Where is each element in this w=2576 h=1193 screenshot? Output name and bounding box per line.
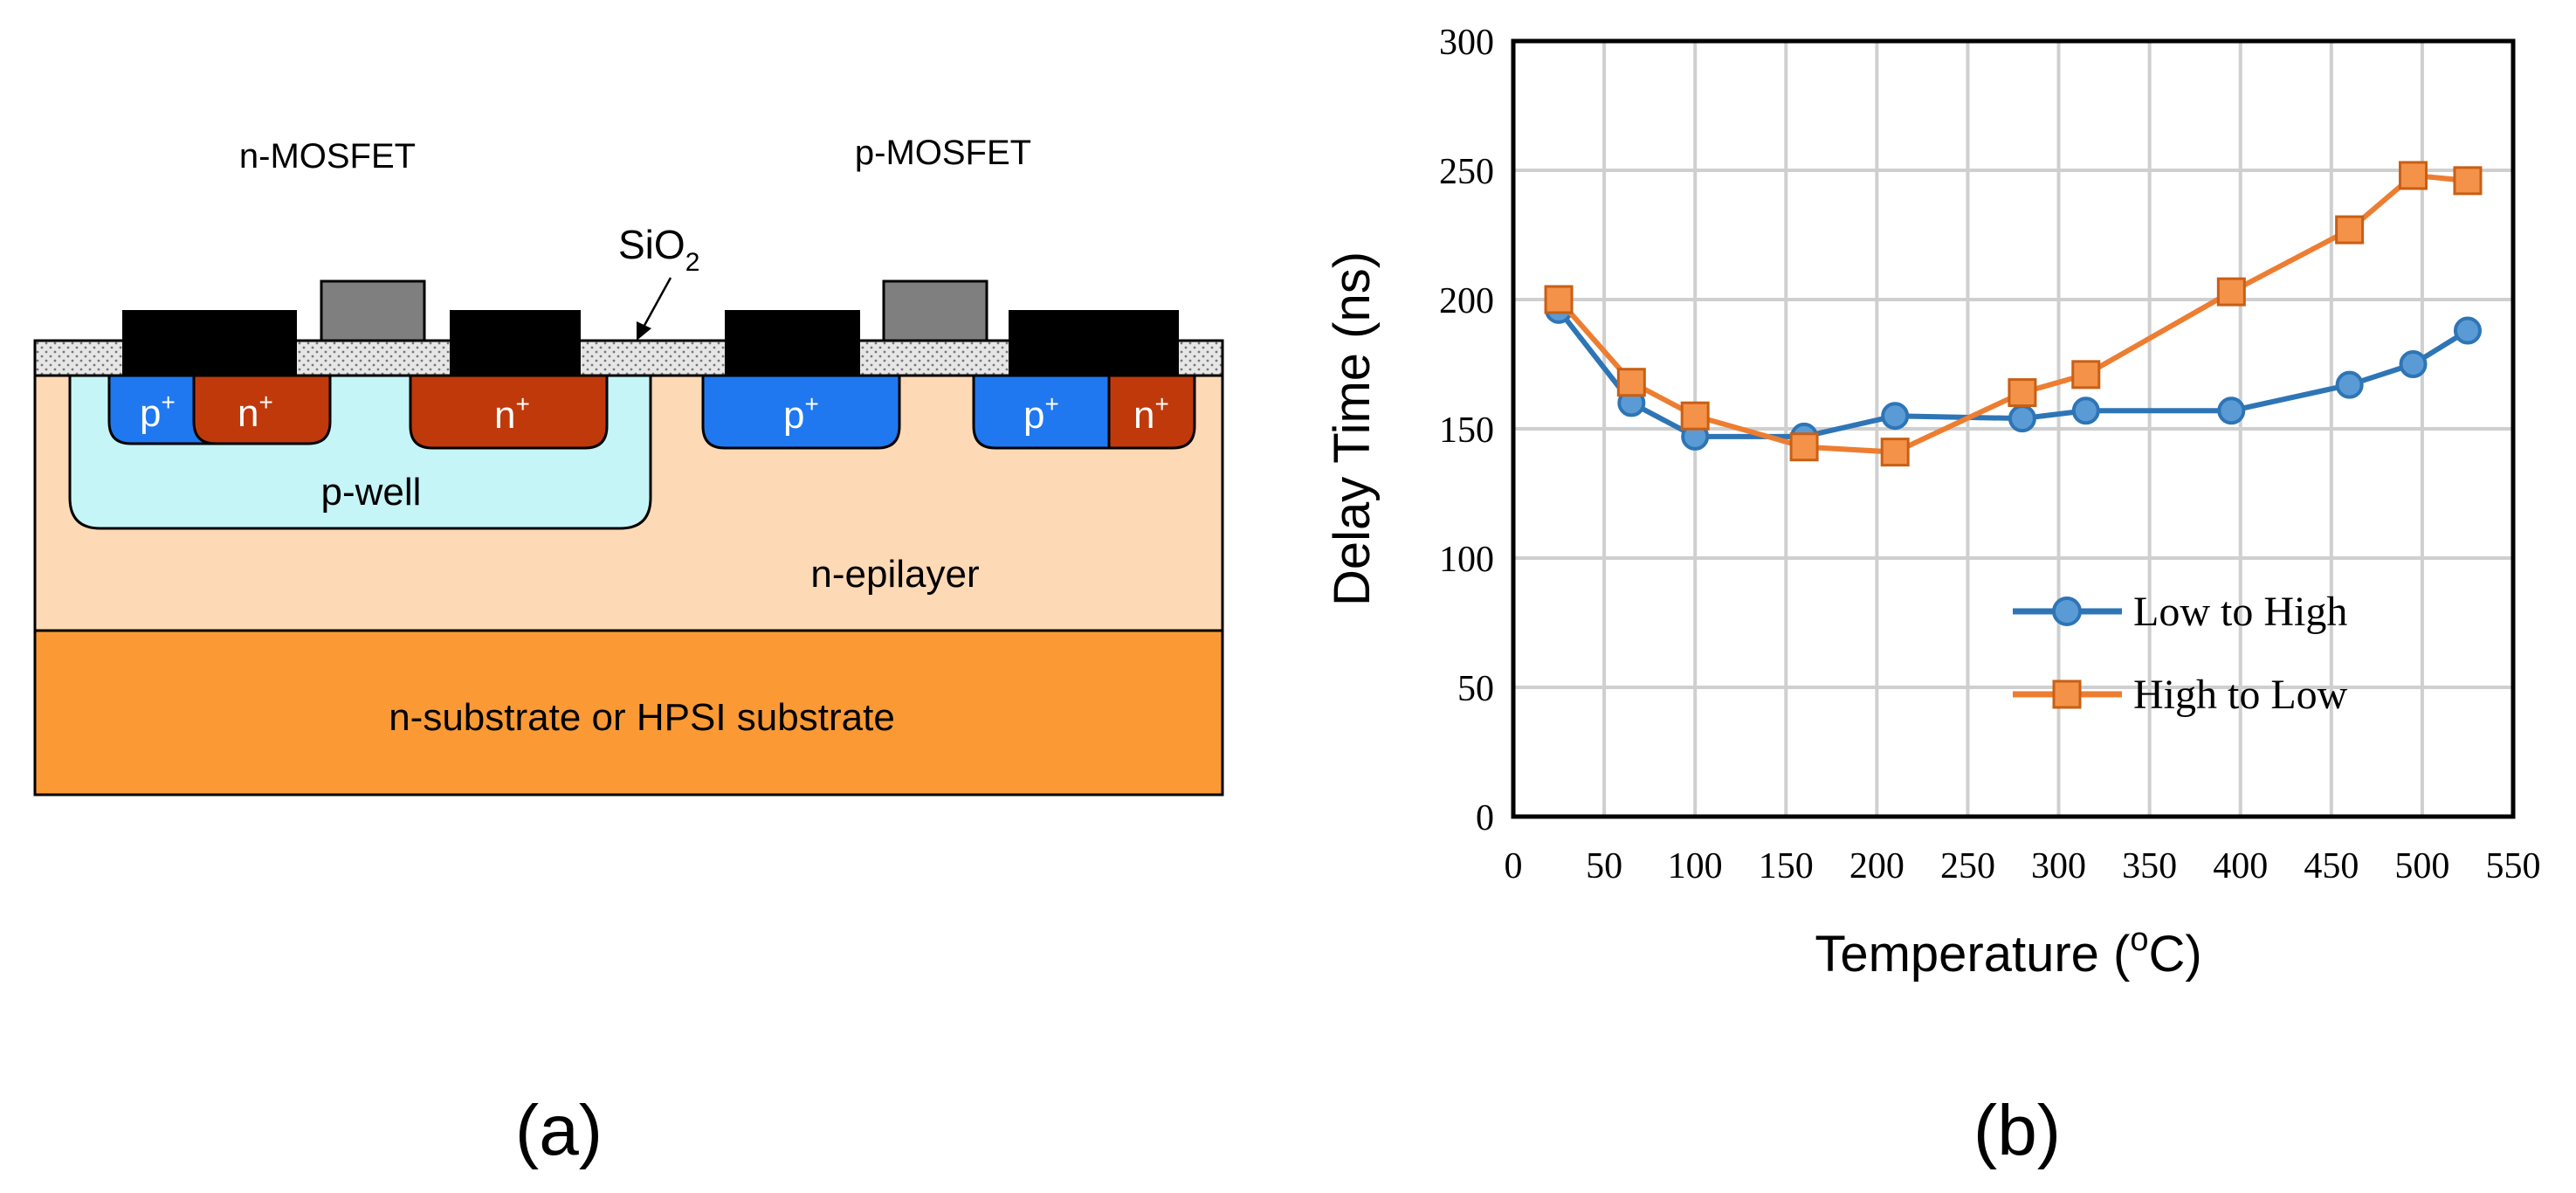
delay-time-chart: 0 50 100 150 200 250 300 350 400 450 500 550 0 50 100… — [1324, 23, 2541, 1170]
x-axis-title: Temperature (oC) — [1815, 921, 2201, 983]
sio2-arrow-head — [637, 321, 651, 341]
panel-a-caption: (a) — [515, 1091, 603, 1170]
chart-series — [1544, 161, 2483, 467]
x-tick-label: 100 — [1668, 846, 1723, 886]
nmos-drain-contact — [450, 310, 581, 376]
nmos-body-p-plus-label: p+ — [140, 389, 176, 435]
plot-area-border — [1511, 38, 2516, 819]
x-tick-label: 500 — [2394, 846, 2449, 886]
x-tick-label: 200 — [1849, 846, 1904, 886]
data-point-high-to-low — [2335, 215, 2365, 245]
nmos-drain-n-plus-label: n+ — [494, 390, 530, 437]
data-point-high-to-low — [2216, 277, 2246, 307]
data-point-high-to-low — [2453, 166, 2483, 196]
pmos-source-p-plus — [701, 374, 901, 450]
nmos-source-n-plus-label: n+ — [238, 389, 273, 435]
x-tick-label: 400 — [2213, 846, 2268, 886]
legend-label-high-to-low: High to Low — [2133, 672, 2348, 718]
data-point-low-to-high — [2071, 397, 2100, 425]
data-point-low-to-high — [2453, 316, 2482, 345]
data-point-high-to-low — [1680, 401, 1710, 431]
y-tick-label: 0 — [1476, 798, 1494, 838]
x-tick-label: 550 — [2486, 846, 2541, 886]
pmos-source-p-plus-label: p+ — [783, 390, 819, 437]
y-tick-label: 100 — [1439, 540, 1494, 580]
nmos-source-n-plus — [192, 374, 332, 445]
pmos-gate — [882, 279, 988, 342]
x-tick-label: 0 — [1505, 846, 1523, 886]
x-tick-label: 350 — [2122, 846, 2177, 886]
nmos-source-contact — [122, 310, 297, 376]
legend-label-low-to-high: Low to High — [2133, 589, 2347, 635]
pmos-drain-contact — [1009, 310, 1179, 376]
cmos-cross-section-diagram: n-MOSFET p-MOSFET SiO2 p+ n+ n+ p+ p+ n+… — [33, 134, 1224, 1170]
p-well-label: p-well — [321, 471, 422, 514]
data-point-low-to-high — [1881, 402, 1910, 431]
legend-marker-low-to-high — [2052, 596, 2082, 626]
data-point-low-to-high — [2399, 350, 2428, 378]
nmos-drain-n-plus — [409, 374, 609, 450]
panel-b-caption: (b) — [1973, 1091, 2061, 1170]
pmos-body-contact-n-plus — [1107, 374, 1196, 450]
y-axis-title: Delay Time (ns) — [1324, 252, 1381, 606]
x-tick-label: 450 — [2304, 846, 2359, 886]
data-point-high-to-low — [1544, 285, 1574, 314]
y-axis-ticks: 0 50 100 150 200 250 300 — [1439, 23, 1494, 838]
sio2-label: SiO2 — [618, 222, 699, 277]
substrate-label: n-substrate or HPSI substrate — [389, 696, 895, 739]
data-point-low-to-high — [2008, 404, 2036, 433]
epilayer-label: n-epilayer — [810, 553, 979, 596]
data-point-high-to-low — [1616, 368, 1646, 397]
p-mosfet-label: p-MOSFET — [855, 134, 1031, 172]
pmos-drain-p-plus-label: p+ — [1023, 390, 1059, 437]
data-point-high-to-low — [2008, 378, 2037, 408]
data-point-high-to-low — [1880, 438, 1910, 467]
substrate-layer — [33, 629, 1224, 796]
data-point-high-to-low — [2399, 161, 2428, 190]
nmos-gate — [320, 279, 426, 342]
data-point-high-to-low — [2071, 360, 2101, 390]
legend-marker-high-to-low — [2052, 679, 2082, 709]
y-tick-label: 50 — [1457, 669, 1494, 709]
pmos-source-contact — [725, 310, 860, 376]
x-tick-label: 250 — [1940, 846, 1995, 886]
y-tick-label: 250 — [1439, 152, 1494, 192]
data-point-low-to-high — [2217, 397, 2246, 425]
pmos-body-n-plus-label: n+ — [1133, 390, 1169, 437]
x-tick-label: 50 — [1586, 846, 1622, 886]
x-tick-label: 300 — [2031, 846, 2086, 886]
y-tick-label: 150 — [1439, 410, 1494, 451]
sio2-arrow-shaft — [640, 277, 672, 331]
n-mosfet-label: n-MOSFET — [239, 137, 416, 176]
data-point-low-to-high — [2335, 370, 2364, 399]
y-tick-label: 200 — [1439, 281, 1494, 321]
y-tick-label: 300 — [1439, 23, 1494, 63]
data-point-high-to-low — [1789, 432, 1819, 462]
x-tick-label: 150 — [1759, 846, 1814, 886]
chart-legend: Low to High High to Low — [2013, 589, 2348, 718]
x-axis-ticks: 0 50 100 150 200 250 300 350 400 450 500 550 — [1505, 846, 2541, 886]
